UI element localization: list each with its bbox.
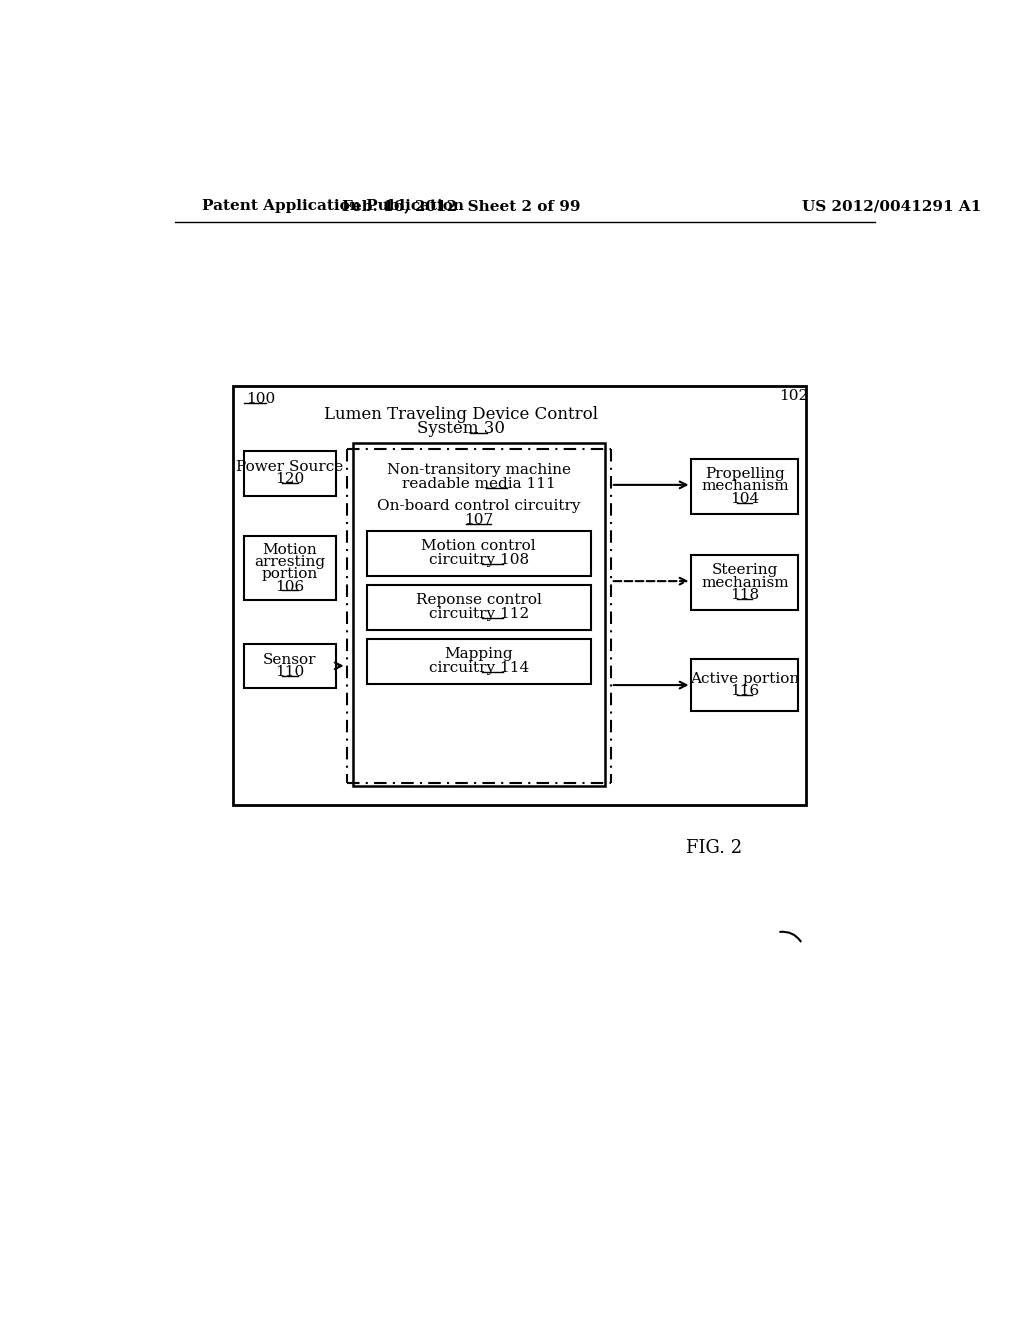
Bar (352, 444, 604, 785)
Text: mechanism: mechanism (701, 479, 788, 494)
Bar (245, 451, 336, 496)
Text: Active portion: Active portion (690, 672, 800, 686)
Bar (245, 644, 336, 688)
Text: Motion control: Motion control (421, 540, 536, 553)
Text: Reponse control: Reponse control (416, 594, 542, 607)
Text: Propelling: Propelling (706, 467, 784, 480)
Text: FIG. 2: FIG. 2 (686, 838, 742, 857)
Text: Steering: Steering (712, 564, 778, 577)
Text: Power Source: Power Source (237, 461, 344, 474)
Bar (691, 459, 799, 515)
Text: mechanism: mechanism (701, 576, 788, 590)
Text: portion: portion (262, 568, 318, 581)
Text: 102: 102 (779, 388, 808, 403)
Bar (367, 531, 591, 576)
Bar (367, 585, 591, 630)
Text: Patent Application Publication: Patent Application Publication (202, 199, 464, 213)
Bar (245, 536, 336, 601)
Bar (232, 385, 806, 805)
Text: 107: 107 (464, 513, 494, 527)
Text: circuitry 108: circuitry 108 (429, 553, 528, 568)
Text: US 2012/0041291 A1: US 2012/0041291 A1 (802, 199, 982, 213)
Text: On-board control circuitry: On-board control circuitry (377, 499, 581, 513)
Text: Lumen Traveling Device Control: Lumen Traveling Device Control (325, 407, 598, 424)
Text: Sensor: Sensor (263, 652, 316, 667)
Text: Mapping: Mapping (444, 647, 513, 661)
Text: 106: 106 (275, 579, 304, 594)
Text: circuitry 112: circuitry 112 (429, 607, 528, 622)
Text: 104: 104 (730, 492, 760, 506)
Text: Non-transitory machine: Non-transitory machine (387, 463, 570, 478)
Text: Motion: Motion (262, 543, 317, 557)
Text: 100: 100 (247, 392, 275, 407)
Bar (691, 554, 799, 610)
Bar (367, 639, 591, 684)
Text: 110: 110 (275, 665, 304, 678)
Text: circuitry 114: circuitry 114 (429, 661, 528, 675)
Text: 118: 118 (730, 587, 760, 602)
Text: readable media 111: readable media 111 (401, 477, 556, 491)
Text: System 30: System 30 (417, 420, 505, 437)
Text: arresting: arresting (254, 554, 326, 569)
Text: Feb. 16, 2012  Sheet 2 of 99: Feb. 16, 2012 Sheet 2 of 99 (342, 199, 581, 213)
Text: 116: 116 (730, 684, 760, 698)
Text: 120: 120 (275, 473, 304, 487)
Bar (691, 659, 799, 711)
